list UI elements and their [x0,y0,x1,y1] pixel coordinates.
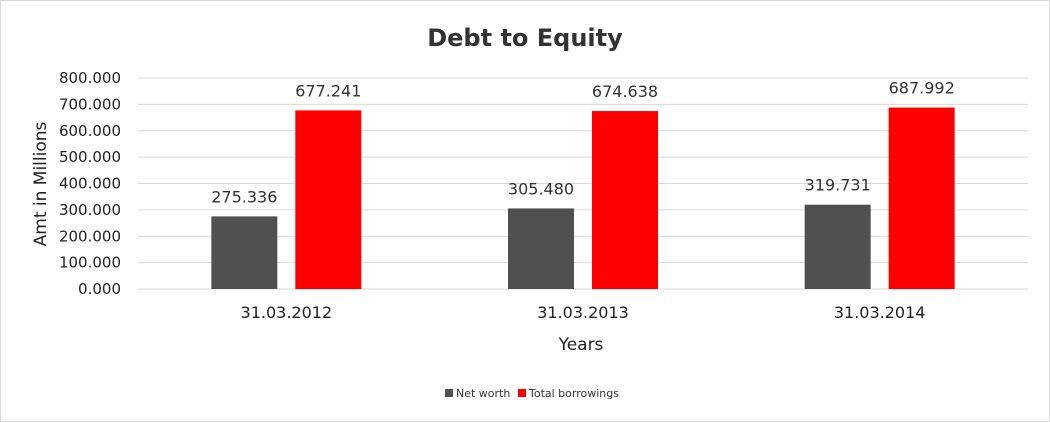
bar-net-worth [804,204,871,289]
data-label: 674.638 [592,82,658,101]
chart-title: Debt to Equity [427,24,623,52]
bar-total-borrowings [592,111,658,289]
y-tick-label: 100.000 [59,254,121,272]
bar-net-worth [211,216,278,289]
y-axis-ticks: 0.000 100.000 200.000 300.000 400.000 500.000… [59,69,121,298]
legend: Net worth Total borrowings [445,387,619,400]
bars [211,107,955,289]
bar-total-borrowings [888,107,955,289]
legend-swatch [518,389,526,397]
x-category-label: 31.03.2012 [241,303,333,322]
y-tick-label: 600.000 [59,122,121,140]
y-tick-label: 800.000 [59,69,121,87]
data-label: 275.336 [211,187,277,206]
y-axis-title: Amt in Millions [31,121,51,246]
data-label: 319.731 [805,176,871,195]
y-tick-label: 300.000 [59,201,121,219]
data-label: 687.992 [889,79,955,98]
bar-total-borrowings [295,110,362,289]
y-tick-label: 700.000 [59,95,121,113]
x-category-label: 31.03.2013 [537,303,629,322]
x-category-label: 31.03.2014 [834,303,926,322]
x-axis-categories: 31.03.2012 31.03.2013 31.03.2014 [241,303,926,322]
x-axis-title: Years [558,335,604,355]
y-tick-label: 200.000 [59,227,121,245]
legend-label: Net worth [456,387,510,400]
legend-label: Total borrowings [528,387,619,400]
data-label: 677.241 [295,81,361,100]
y-tick-label: 400.000 [59,175,121,193]
gridlines [138,77,1028,290]
y-tick-label: 500.000 [59,148,121,166]
legend-swatch [445,389,453,397]
data-labels: 275.336 677.241 305.480 674.638 319.731 687.9… [211,79,955,207]
y-tick-label: 0.000 [78,280,121,298]
data-label: 305.480 [508,179,574,198]
bar-net-worth [508,208,574,289]
